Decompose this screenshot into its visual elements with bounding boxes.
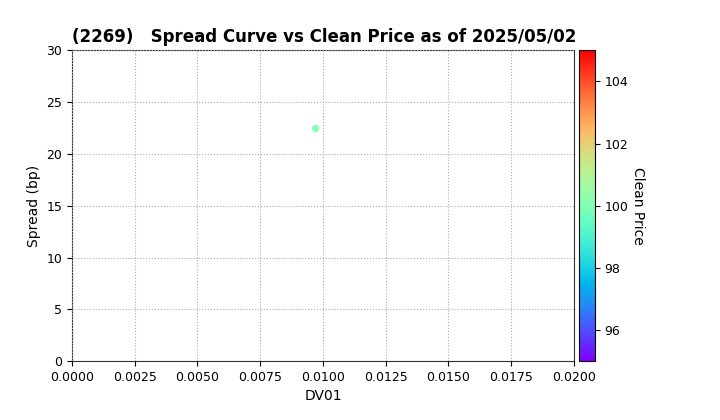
Point xyxy=(310,125,321,131)
Text: (2269)   Spread Curve vs Clean Price as of 2025/05/02: (2269) Spread Curve vs Clean Price as of… xyxy=(72,28,577,46)
Y-axis label: Clean Price: Clean Price xyxy=(631,167,645,245)
X-axis label: DV01: DV01 xyxy=(304,389,342,404)
Y-axis label: Spread (bp): Spread (bp) xyxy=(27,165,41,247)
